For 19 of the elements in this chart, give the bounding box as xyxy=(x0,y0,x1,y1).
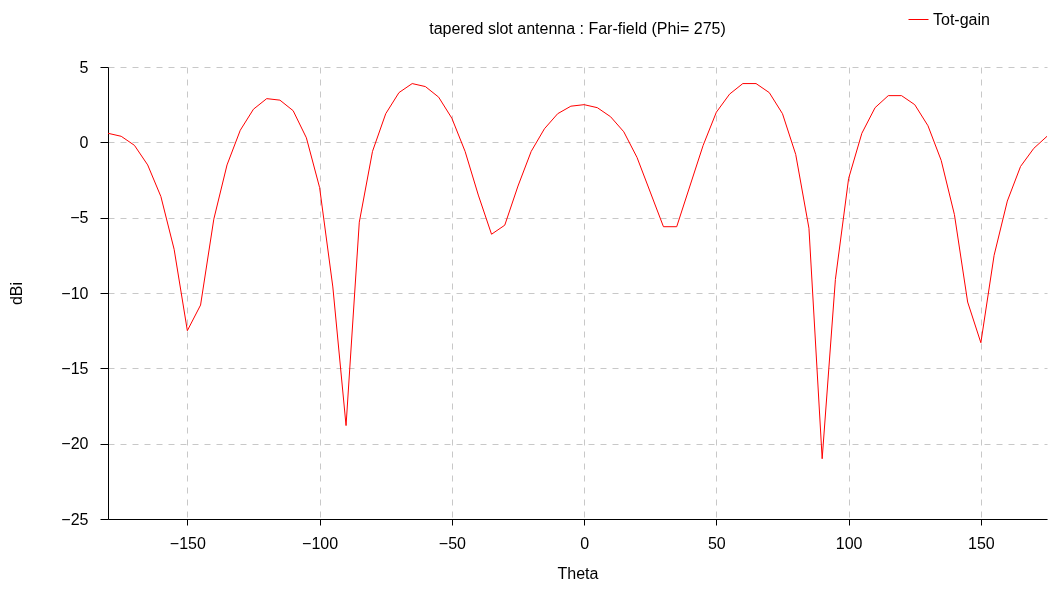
x-tick-label: 50 xyxy=(707,534,726,552)
x-tick-label: −150 xyxy=(169,534,206,552)
y-tick-label: −15 xyxy=(61,359,89,377)
x-tick-label: 100 xyxy=(835,534,863,552)
x-tick-label: 150 xyxy=(968,534,995,552)
legend-label: Tot-gain xyxy=(933,10,990,28)
x-axis-title: Theta xyxy=(557,564,599,582)
x-tick-label: −50 xyxy=(438,534,467,552)
y-tick-label: 5 xyxy=(79,58,89,76)
y-tick-label: −5 xyxy=(70,209,89,227)
chart-title: tapered slot antenna : Far-field (Phi= 275) xyxy=(429,20,726,37)
y-tick-label: −10 xyxy=(61,284,89,302)
x-tick-label: −100 xyxy=(302,534,339,552)
y-axis-title: dBi xyxy=(8,281,26,306)
y-tick-label: −20 xyxy=(61,435,89,453)
x-tick-label: 0 xyxy=(580,534,590,552)
y-tick-label: −25 xyxy=(61,510,89,528)
line-series xyxy=(107,83,1048,460)
y-tick-label: 0 xyxy=(79,133,89,151)
